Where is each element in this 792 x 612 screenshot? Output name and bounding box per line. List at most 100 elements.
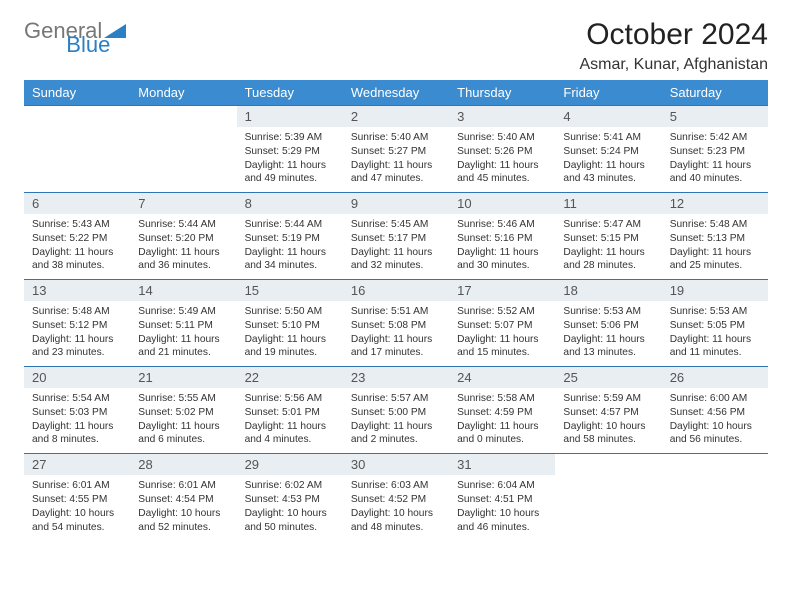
day-header: Friday: [555, 80, 661, 106]
day-number: 22: [237, 367, 343, 388]
day-details: Sunrise: 5:54 AMSunset: 5:03 PMDaylight:…: [24, 388, 130, 453]
day-details: Sunrise: 6:00 AMSunset: 4:56 PMDaylight:…: [662, 388, 768, 453]
day-details: Sunrise: 5:40 AMSunset: 5:27 PMDaylight:…: [343, 127, 449, 192]
day-number: 25: [555, 367, 661, 388]
calendar-cell: 18Sunrise: 5:53 AMSunset: 5:06 PMDayligh…: [555, 280, 661, 367]
day-details: Sunrise: 5:39 AMSunset: 5:29 PMDaylight:…: [237, 127, 343, 192]
logo-text-blue: Blue: [66, 32, 110, 57]
day-details: Sunrise: 5:44 AMSunset: 5:20 PMDaylight:…: [130, 214, 236, 279]
calendar-body: 1Sunrise: 5:39 AMSunset: 5:29 PMDaylight…: [24, 106, 768, 541]
day-number: 4: [555, 106, 661, 127]
day-number: 27: [24, 454, 130, 475]
day-number: 11: [555, 193, 661, 214]
day-number: 5: [662, 106, 768, 127]
day-details: Sunrise: 6:01 AMSunset: 4:54 PMDaylight:…: [130, 475, 236, 540]
calendar-cell: 31Sunrise: 6:04 AMSunset: 4:51 PMDayligh…: [449, 454, 555, 541]
day-number: 31: [449, 454, 555, 475]
calendar-cell: 9Sunrise: 5:45 AMSunset: 5:17 PMDaylight…: [343, 193, 449, 280]
calendar-cell: 28Sunrise: 6:01 AMSunset: 4:54 PMDayligh…: [130, 454, 236, 541]
day-details: Sunrise: 5:47 AMSunset: 5:15 PMDaylight:…: [555, 214, 661, 279]
calendar-cell: 17Sunrise: 5:52 AMSunset: 5:07 PMDayligh…: [449, 280, 555, 367]
day-details: Sunrise: 5:53 AMSunset: 5:05 PMDaylight:…: [662, 301, 768, 366]
day-number: 24: [449, 367, 555, 388]
calendar-cell: [555, 454, 661, 541]
calendar-cell: 19Sunrise: 5:53 AMSunset: 5:05 PMDayligh…: [662, 280, 768, 367]
day-number: 23: [343, 367, 449, 388]
day-number: 30: [343, 454, 449, 475]
day-details: Sunrise: 5:52 AMSunset: 5:07 PMDaylight:…: [449, 301, 555, 366]
day-details: Sunrise: 5:53 AMSunset: 5:06 PMDaylight:…: [555, 301, 661, 366]
day-number: 12: [662, 193, 768, 214]
day-details: Sunrise: 5:45 AMSunset: 5:17 PMDaylight:…: [343, 214, 449, 279]
calendar-cell: 2Sunrise: 5:40 AMSunset: 5:27 PMDaylight…: [343, 106, 449, 193]
day-details: Sunrise: 5:59 AMSunset: 4:57 PMDaylight:…: [555, 388, 661, 453]
day-number: 15: [237, 280, 343, 301]
calendar-cell: [130, 106, 236, 193]
day-number: 17: [449, 280, 555, 301]
calendar-cell: 12Sunrise: 5:48 AMSunset: 5:13 PMDayligh…: [662, 193, 768, 280]
calendar-cell: 5Sunrise: 5:42 AMSunset: 5:23 PMDaylight…: [662, 106, 768, 193]
calendar-week-row: 6Sunrise: 5:43 AMSunset: 5:22 PMDaylight…: [24, 193, 768, 280]
day-details: Sunrise: 5:51 AMSunset: 5:08 PMDaylight:…: [343, 301, 449, 366]
calendar-cell: 8Sunrise: 5:44 AMSunset: 5:19 PMDaylight…: [237, 193, 343, 280]
calendar-cell: 14Sunrise: 5:49 AMSunset: 5:11 PMDayligh…: [130, 280, 236, 367]
day-number: 26: [662, 367, 768, 388]
calendar-cell: 24Sunrise: 5:58 AMSunset: 4:59 PMDayligh…: [449, 367, 555, 454]
day-header: Tuesday: [237, 80, 343, 106]
calendar-cell: 4Sunrise: 5:41 AMSunset: 5:24 PMDaylight…: [555, 106, 661, 193]
calendar-cell: 29Sunrise: 6:02 AMSunset: 4:53 PMDayligh…: [237, 454, 343, 541]
day-details: Sunrise: 6:01 AMSunset: 4:55 PMDaylight:…: [24, 475, 130, 540]
calendar-cell: 16Sunrise: 5:51 AMSunset: 5:08 PMDayligh…: [343, 280, 449, 367]
calendar-week-row: 20Sunrise: 5:54 AMSunset: 5:03 PMDayligh…: [24, 367, 768, 454]
calendar-cell: 26Sunrise: 6:00 AMSunset: 4:56 PMDayligh…: [662, 367, 768, 454]
day-details: Sunrise: 5:48 AMSunset: 5:12 PMDaylight:…: [24, 301, 130, 366]
day-number: 7: [130, 193, 236, 214]
day-details: Sunrise: 5:50 AMSunset: 5:10 PMDaylight:…: [237, 301, 343, 366]
calendar-week-row: 13Sunrise: 5:48 AMSunset: 5:12 PMDayligh…: [24, 280, 768, 367]
day-number: 3: [449, 106, 555, 127]
day-header: Saturday: [662, 80, 768, 106]
calendar-cell: 20Sunrise: 5:54 AMSunset: 5:03 PMDayligh…: [24, 367, 130, 454]
day-details: Sunrise: 5:44 AMSunset: 5:19 PMDaylight:…: [237, 214, 343, 279]
calendar-cell: 1Sunrise: 5:39 AMSunset: 5:29 PMDaylight…: [237, 106, 343, 193]
calendar-table: SundayMondayTuesdayWednesdayThursdayFrid…: [24, 80, 768, 540]
day-number: 14: [130, 280, 236, 301]
day-number: 8: [237, 193, 343, 214]
calendar-cell: 11Sunrise: 5:47 AMSunset: 5:15 PMDayligh…: [555, 193, 661, 280]
calendar-cell: 15Sunrise: 5:50 AMSunset: 5:10 PMDayligh…: [237, 280, 343, 367]
day-details: Sunrise: 5:41 AMSunset: 5:24 PMDaylight:…: [555, 127, 661, 192]
calendar-cell: 7Sunrise: 5:44 AMSunset: 5:20 PMDaylight…: [130, 193, 236, 280]
calendar-cell: 6Sunrise: 5:43 AMSunset: 5:22 PMDaylight…: [24, 193, 130, 280]
day-number: 1: [237, 106, 343, 127]
day-details: Sunrise: 5:43 AMSunset: 5:22 PMDaylight:…: [24, 214, 130, 279]
day-number: 19: [662, 280, 768, 301]
day-details: Sunrise: 5:58 AMSunset: 4:59 PMDaylight:…: [449, 388, 555, 453]
calendar-cell: [24, 106, 130, 193]
day-details: Sunrise: 5:56 AMSunset: 5:01 PMDaylight:…: [237, 388, 343, 453]
calendar-cell: 27Sunrise: 6:01 AMSunset: 4:55 PMDayligh…: [24, 454, 130, 541]
day-details: Sunrise: 5:57 AMSunset: 5:00 PMDaylight:…: [343, 388, 449, 453]
calendar-cell: 22Sunrise: 5:56 AMSunset: 5:01 PMDayligh…: [237, 367, 343, 454]
day-header: Sunday: [24, 80, 130, 106]
day-header: Wednesday: [343, 80, 449, 106]
calendar-cell: 21Sunrise: 5:55 AMSunset: 5:02 PMDayligh…: [130, 367, 236, 454]
brand-logo: General Blue: [24, 18, 172, 44]
day-details: Sunrise: 5:42 AMSunset: 5:23 PMDaylight:…: [662, 127, 768, 192]
location-text: Asmar, Kunar, Afghanistan: [579, 56, 768, 74]
day-details: Sunrise: 6:02 AMSunset: 4:53 PMDaylight:…: [237, 475, 343, 540]
day-details: Sunrise: 5:48 AMSunset: 5:13 PMDaylight:…: [662, 214, 768, 279]
day-number: 9: [343, 193, 449, 214]
calendar-cell: 23Sunrise: 5:57 AMSunset: 5:00 PMDayligh…: [343, 367, 449, 454]
calendar-week-row: 1Sunrise: 5:39 AMSunset: 5:29 PMDaylight…: [24, 106, 768, 193]
calendar-cell: [662, 454, 768, 541]
day-number: 29: [237, 454, 343, 475]
calendar-week-row: 27Sunrise: 6:01 AMSunset: 4:55 PMDayligh…: [24, 454, 768, 541]
calendar-cell: 13Sunrise: 5:48 AMSunset: 5:12 PMDayligh…: [24, 280, 130, 367]
calendar-cell: 25Sunrise: 5:59 AMSunset: 4:57 PMDayligh…: [555, 367, 661, 454]
calendar-cell: 30Sunrise: 6:03 AMSunset: 4:52 PMDayligh…: [343, 454, 449, 541]
day-number: 21: [130, 367, 236, 388]
day-number: 10: [449, 193, 555, 214]
day-number: 18: [555, 280, 661, 301]
day-details: Sunrise: 5:49 AMSunset: 5:11 PMDaylight:…: [130, 301, 236, 366]
day-header: Monday: [130, 80, 236, 106]
